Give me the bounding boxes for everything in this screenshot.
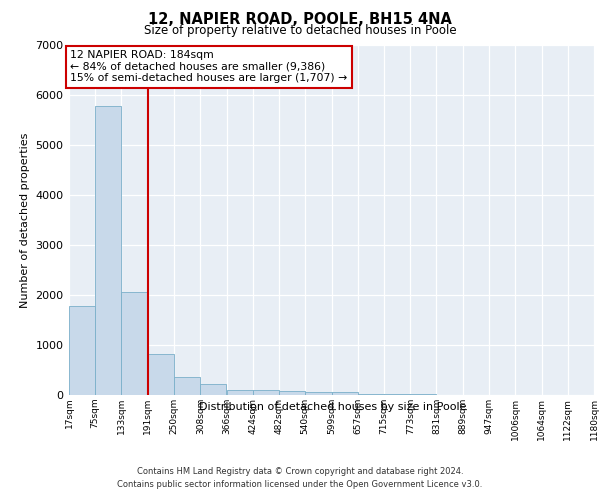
Text: 12, NAPIER ROAD, POOLE, BH15 4NA: 12, NAPIER ROAD, POOLE, BH15 4NA [148, 12, 452, 28]
Text: Size of property relative to detached houses in Poole: Size of property relative to detached ho… [143, 24, 457, 37]
Bar [174, 376, 200, 395]
Bar [332, 392, 358, 395]
Text: Contains HM Land Registry data © Crown copyright and database right 2024.: Contains HM Land Registry data © Crown c… [137, 468, 463, 476]
Bar [227, 390, 253, 395]
Bar [253, 390, 279, 395]
Bar [121, 292, 148, 395]
Bar [384, 394, 410, 395]
Bar [148, 354, 174, 395]
Text: Contains public sector information licensed under the Open Government Licence v3: Contains public sector information licen… [118, 480, 482, 489]
Text: Distribution of detached houses by size in Poole: Distribution of detached houses by size … [199, 402, 467, 412]
Text: 12 NAPIER ROAD: 184sqm
← 84% of detached houses are smaller (9,386)
15% of semi-: 12 NAPIER ROAD: 184sqm ← 84% of detached… [70, 50, 347, 84]
Bar [69, 306, 95, 395]
Bar [279, 391, 305, 395]
Bar [437, 394, 463, 395]
Bar [410, 394, 436, 395]
Bar [200, 384, 226, 395]
Y-axis label: Number of detached properties: Number of detached properties [20, 132, 30, 308]
Bar [95, 106, 121, 395]
Bar [305, 392, 332, 395]
Bar [358, 394, 384, 395]
